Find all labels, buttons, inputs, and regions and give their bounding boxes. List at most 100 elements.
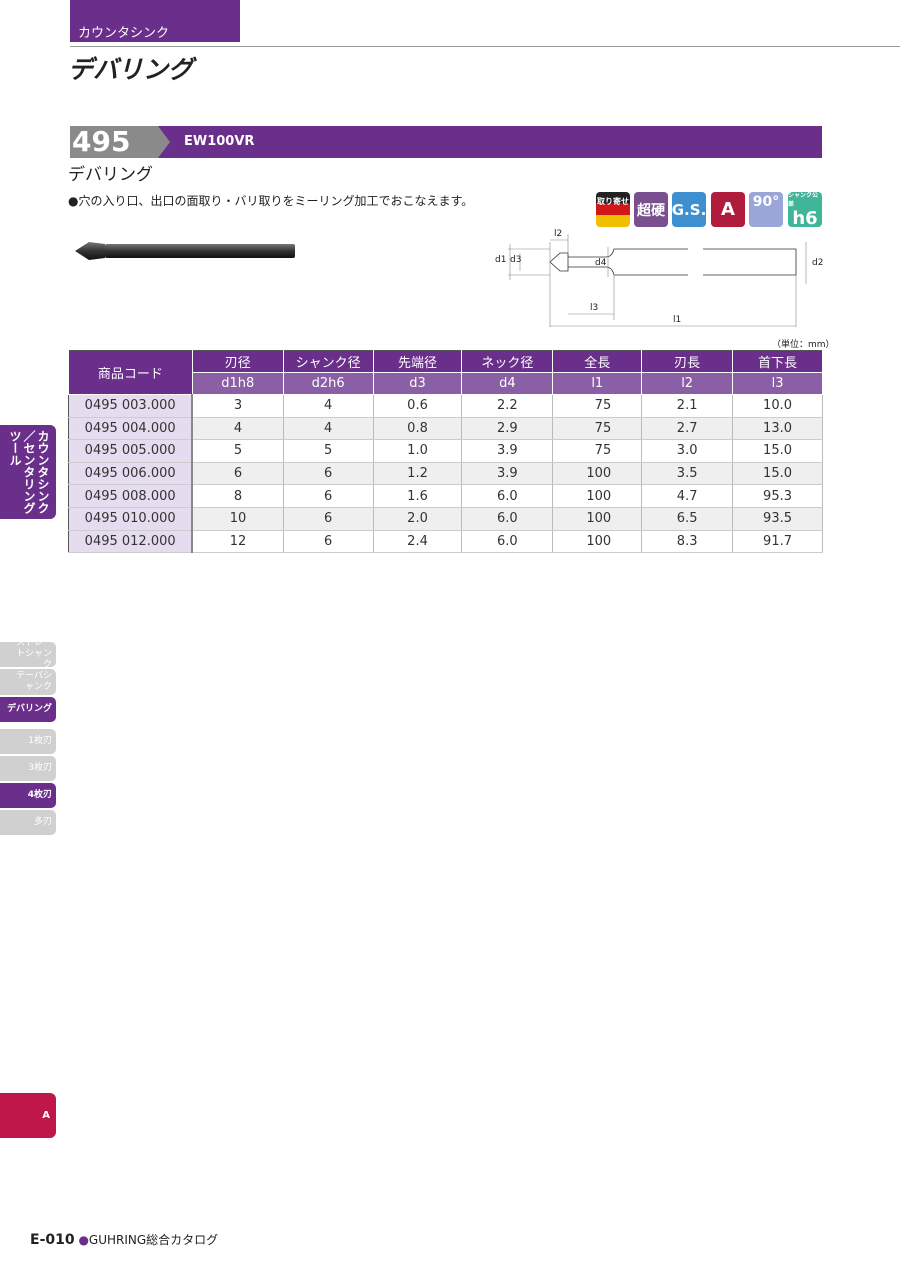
cell: 6 bbox=[283, 530, 374, 554]
table-row: 0495 005.000 5 5 1.0 3.9 75 3.0 15.0 bbox=[68, 439, 823, 463]
cell: 6.0 bbox=[461, 530, 554, 554]
cell: 3.0 bbox=[641, 439, 734, 463]
col-header: 全長 bbox=[552, 350, 643, 373]
cell: 5 bbox=[192, 439, 284, 463]
cell: 10 bbox=[192, 507, 284, 531]
cell: 13.0 bbox=[732, 417, 823, 441]
l2-label: l2 bbox=[554, 229, 562, 239]
unit-note: （単位：mm） bbox=[772, 340, 835, 350]
sidebar-section-tab[interactable]: カウンタシンク／センタリングツール bbox=[0, 425, 56, 519]
cell: 3.5 bbox=[641, 462, 734, 486]
d1-label: d1 bbox=[495, 255, 506, 265]
cell: 6 bbox=[283, 484, 374, 508]
col-header: シャンク径 bbox=[282, 350, 374, 373]
cell: 12 bbox=[192, 530, 284, 554]
sidebar-item-label: 4枚刃 bbox=[27, 790, 52, 800]
cell: 95.3 bbox=[732, 484, 823, 508]
product-code: 0495 008.000 bbox=[68, 484, 194, 508]
l3-label: l3 bbox=[590, 303, 598, 313]
page-title: デバリング bbox=[68, 55, 194, 84]
table-row: 0495 012.000 12 6 2.4 6.0 100 8.3 91.7 bbox=[68, 530, 823, 554]
index-tab-a[interactable]: A bbox=[0, 1093, 56, 1138]
sidebar-item-label: デバリング bbox=[6, 704, 52, 714]
cell: 5 bbox=[283, 439, 374, 463]
sidebar-item[interactable]: ストレートシャンク bbox=[0, 638, 56, 670]
sidebar-item[interactable]: 多刃 bbox=[0, 810, 56, 835]
product-code: 0495 010.000 bbox=[68, 507, 194, 531]
cell: 2.0 bbox=[373, 507, 463, 531]
product-code: 0495 006.000 bbox=[68, 462, 194, 486]
cell: 6.5 bbox=[641, 507, 734, 531]
cell: 75 bbox=[552, 439, 643, 463]
catalog-name: GUHRING総合カタログ bbox=[88, 1233, 219, 1247]
col-subheader: d3 bbox=[372, 372, 463, 395]
l1-label: l1 bbox=[673, 315, 681, 325]
product-code: 0495 005.000 bbox=[68, 439, 194, 463]
table-row: 0495 003.000 3 4 0.6 2.2 75 2.1 10.0 bbox=[68, 394, 823, 418]
cell: 2.4 bbox=[373, 530, 463, 554]
cell: 0.8 bbox=[373, 417, 463, 441]
col-header: 刃径 bbox=[191, 350, 284, 373]
cell: 4 bbox=[283, 417, 374, 441]
shank-h6-icon: シャンク公差 h6 bbox=[788, 192, 822, 229]
cell: 75 bbox=[552, 417, 643, 441]
sidebar-item-label: 3枚刃 bbox=[28, 763, 52, 773]
sidebar-item[interactable]: デバリング bbox=[0, 697, 56, 722]
cell: 2.2 bbox=[461, 394, 554, 418]
footer: E-010 ●GUHRING総合カタログ bbox=[30, 1231, 218, 1248]
cell: 15.0 bbox=[732, 462, 823, 486]
col-subheader: l1 bbox=[552, 372, 643, 395]
cell: 75 bbox=[552, 394, 643, 418]
cell: 1.6 bbox=[373, 484, 463, 508]
d2-label: d2 bbox=[812, 258, 823, 268]
page-number: E-010 bbox=[30, 1232, 75, 1248]
series-name: デバリング bbox=[68, 165, 153, 185]
d4-label: d4 bbox=[595, 258, 607, 268]
cell: 91.7 bbox=[732, 530, 823, 554]
cell: 1.2 bbox=[373, 462, 463, 486]
category-tab: カウンタシンク bbox=[70, 0, 240, 42]
sidebar-item[interactable]: 3枚刃 bbox=[0, 756, 56, 781]
col-subheader: l2 bbox=[641, 372, 734, 395]
sidebar-item[interactable]: 1枚刃 bbox=[0, 729, 56, 754]
col-subheader: d1h8 bbox=[191, 372, 284, 395]
cell: 2.1 bbox=[641, 394, 734, 418]
tool-image bbox=[75, 242, 295, 260]
series-bar bbox=[70, 126, 822, 158]
cell: 100 bbox=[552, 530, 643, 554]
col-subheader: l3 bbox=[732, 372, 823, 395]
cell: 100 bbox=[552, 462, 643, 486]
sidebar-item[interactable]: テーパシャンク bbox=[0, 669, 56, 695]
col-subheader: d2h6 bbox=[282, 372, 374, 395]
table-row: 0495 004.000 4 4 0.8 2.9 75 2.7 13.0 bbox=[68, 417, 823, 441]
carbide-icon: 超硬 bbox=[634, 192, 668, 227]
made-to-order-icon: 取り寄せ bbox=[596, 192, 630, 227]
bullet-icon: ● bbox=[78, 1233, 89, 1247]
cell: 6 bbox=[283, 462, 374, 486]
product-table: 商品コード 刃径 シャンク径 先端径 ネック径 全長 刃長 首下長 d1h8 d… bbox=[68, 350, 823, 554]
cell: 10.0 bbox=[732, 394, 823, 418]
angle-90-icon: 90° bbox=[749, 192, 783, 227]
cell: 4.7 bbox=[641, 484, 734, 508]
cell: 4 bbox=[283, 394, 374, 418]
product-code: 0495 003.000 bbox=[68, 394, 194, 418]
cell: 3.9 bbox=[461, 439, 554, 463]
tool-dimension-diagram: d1 d3 d4 d2 l2 l3 l1 bbox=[495, 229, 823, 327]
cell: 6.0 bbox=[461, 507, 554, 531]
table-row: 0495 010.000 10 6 2.0 6.0 100 6.5 93.5 bbox=[68, 507, 823, 531]
cell: 100 bbox=[552, 484, 643, 508]
d3-label: d3 bbox=[510, 255, 521, 265]
col-header: 首下長 bbox=[732, 350, 823, 373]
gs-coating-icon: G.S. bbox=[672, 192, 706, 227]
sidebar-item-label: 1枚刃 bbox=[28, 736, 52, 746]
sidebar-item-label: テーパシャンク bbox=[16, 671, 52, 692]
cell: 3.9 bbox=[461, 462, 554, 486]
type-a-icon: A bbox=[711, 192, 745, 227]
series-number: 495 bbox=[70, 126, 170, 158]
product-code: 0495 004.000 bbox=[68, 417, 194, 441]
cell: 6 bbox=[283, 507, 374, 531]
cell: 15.0 bbox=[732, 439, 823, 463]
table-row: 0495 008.000 8 6 1.6 6.0 100 4.7 95.3 bbox=[68, 484, 823, 508]
cell: 4 bbox=[192, 417, 284, 441]
sidebar-item[interactable]: 4枚刃 bbox=[0, 783, 56, 808]
